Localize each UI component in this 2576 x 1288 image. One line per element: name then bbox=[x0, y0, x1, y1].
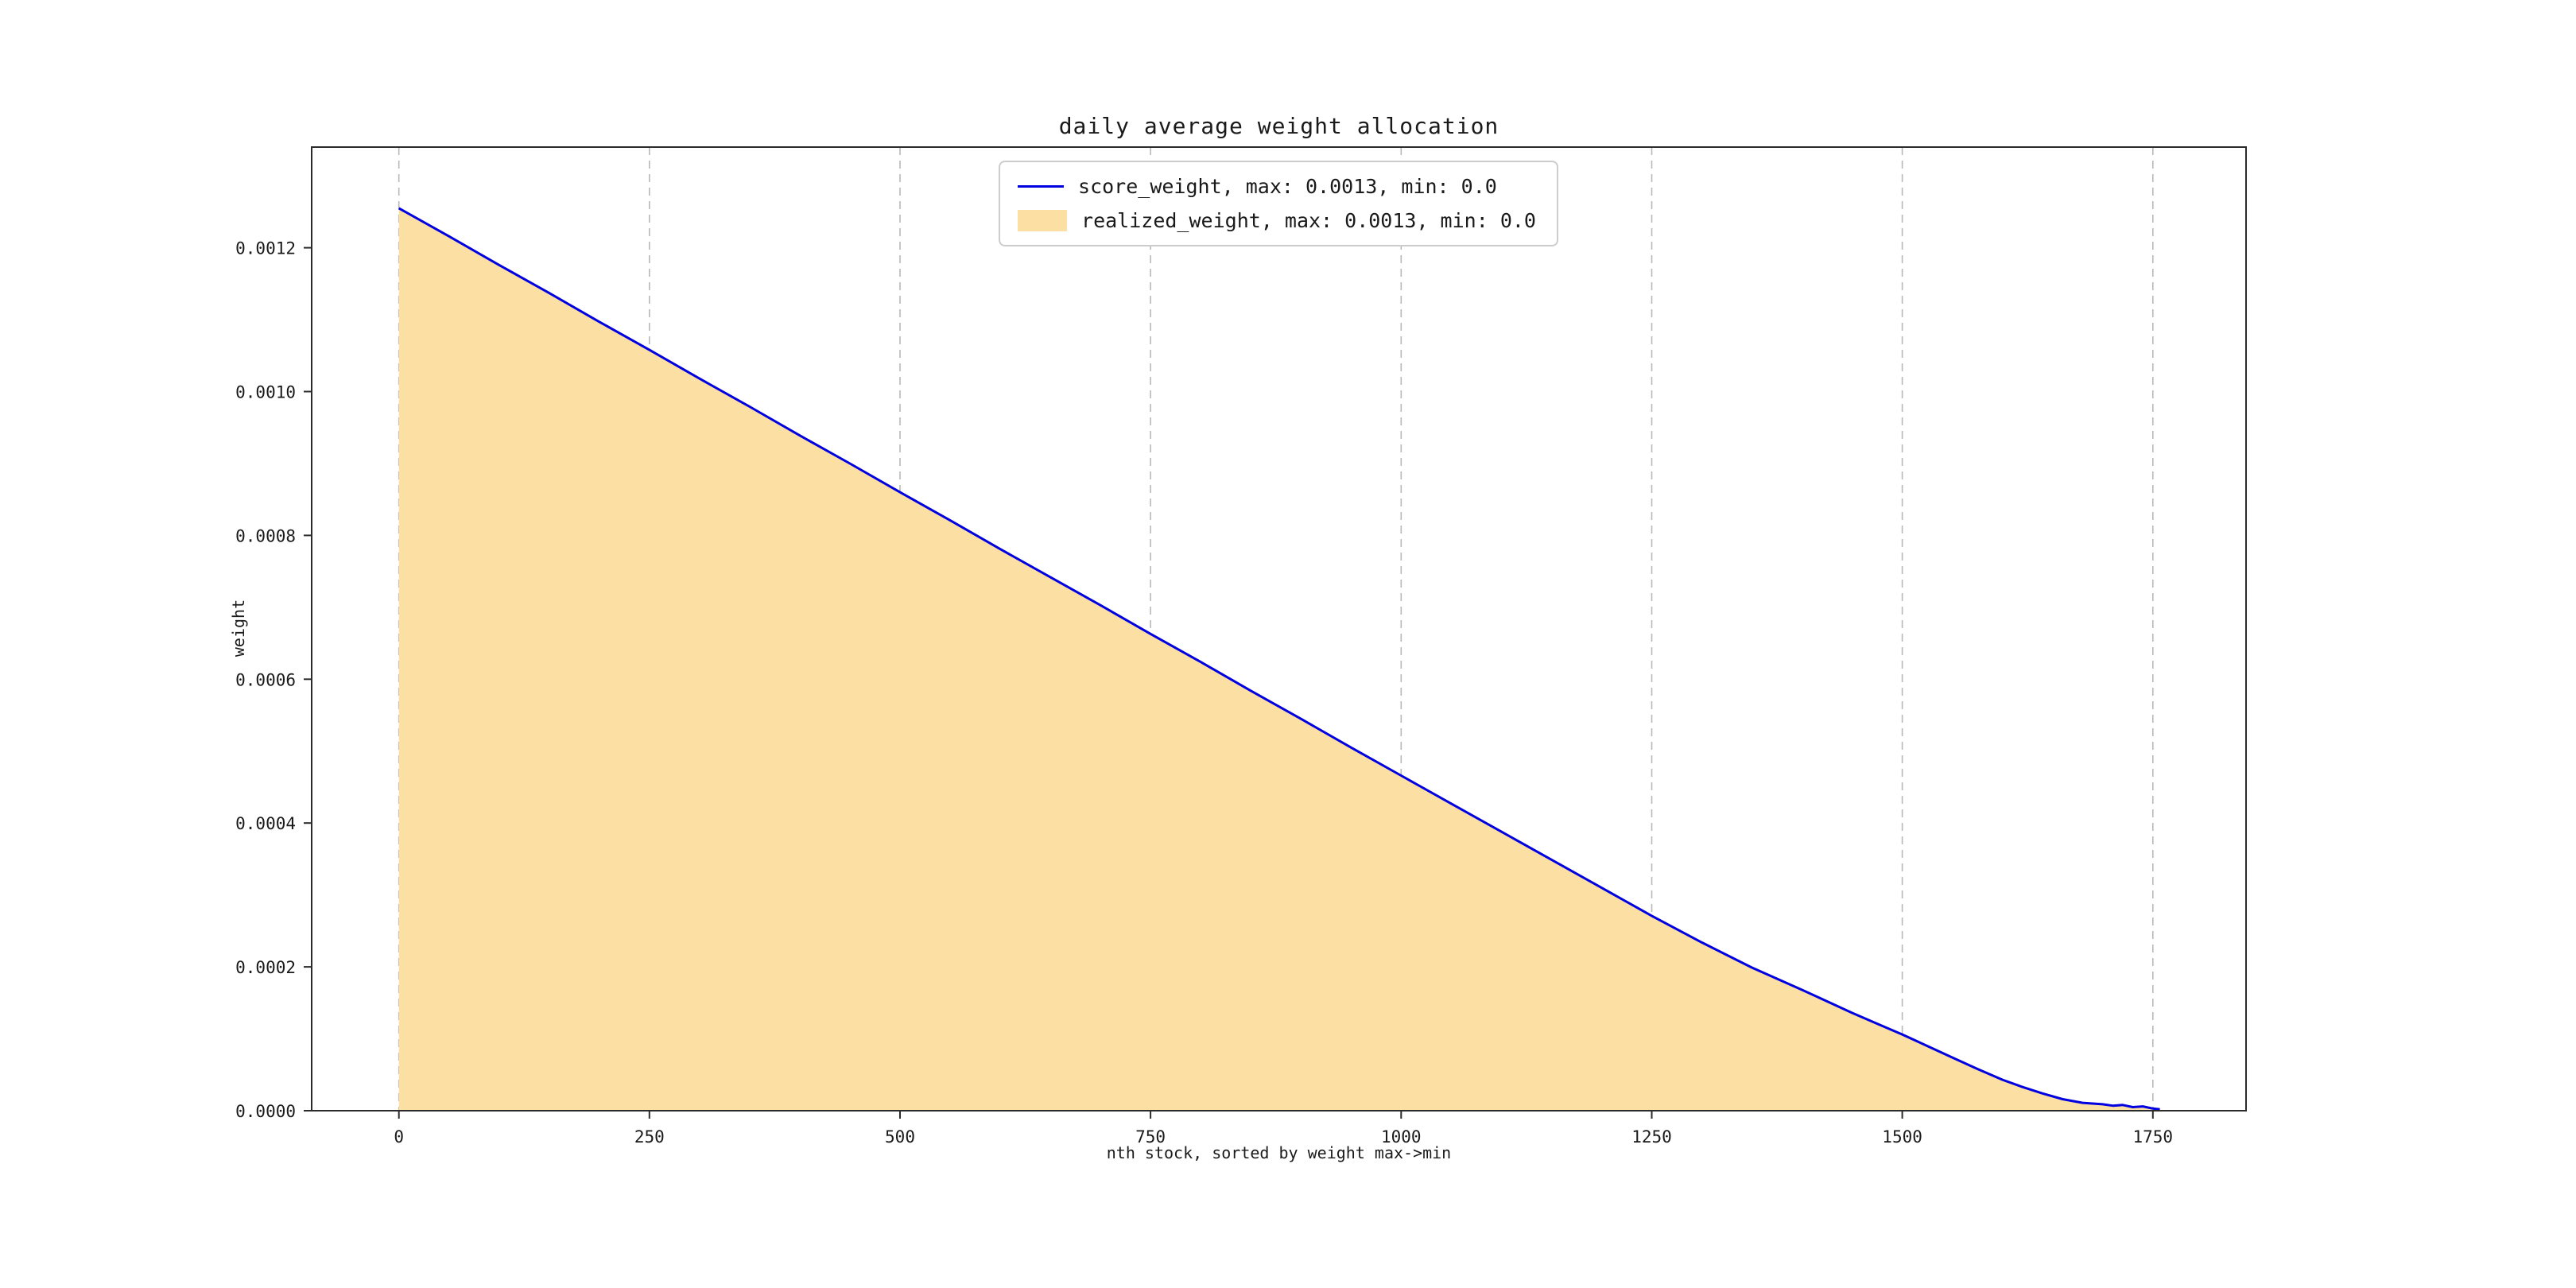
x-axis-label: nth stock, sorted by weight max->min bbox=[1106, 1143, 1452, 1162]
y-tick-label: 0.0006 bbox=[235, 670, 296, 689]
legend-line-swatch bbox=[1018, 185, 1065, 188]
legend-patch-swatch bbox=[1018, 210, 1068, 231]
x-tick-label: 1750 bbox=[2133, 1127, 2174, 1146]
legend: score_weight, max: 0.0013, min: 0.0 real… bbox=[999, 161, 1558, 246]
chart-title: daily average weight allocation bbox=[1058, 113, 1499, 139]
y-tick-label: 0.0004 bbox=[235, 814, 296, 833]
legend-item-realized-weight: realized_weight, max: 0.0013, min: 0.0 bbox=[1018, 209, 1536, 232]
y-axis-label: weight bbox=[229, 599, 248, 658]
y-tick-label: 0.0002 bbox=[235, 958, 296, 977]
legend-label-score-weight: score_weight, max: 0.0013, min: 0.0 bbox=[1078, 175, 1497, 198]
legend-label-realized-weight: realized_weight, max: 0.0013, min: 0.0 bbox=[1081, 209, 1536, 232]
x-tick-label: 750 bbox=[1135, 1127, 1166, 1146]
x-tick-label: 1250 bbox=[1631, 1127, 1672, 1146]
x-tick-label: 250 bbox=[634, 1127, 665, 1146]
x-tick-label: 1000 bbox=[1381, 1127, 1422, 1146]
x-tick-label: 1500 bbox=[1882, 1127, 1922, 1146]
y-tick-label: 0.0012 bbox=[235, 239, 296, 258]
legend-item-score-weight: score_weight, max: 0.0013, min: 0.0 bbox=[1018, 175, 1536, 198]
line-series-score-weight bbox=[398, 207, 2160, 1111]
area-series-realized-weight bbox=[398, 208, 2160, 1111]
x-tick-label: 500 bbox=[885, 1127, 915, 1146]
x-tick-label: 0 bbox=[394, 1127, 404, 1146]
y-tick-label: 0.0010 bbox=[235, 383, 296, 402]
y-tick-label: 0.0008 bbox=[235, 526, 296, 545]
axes-frame bbox=[311, 146, 2247, 1111]
y-tick-label: 0.0000 bbox=[235, 1102, 296, 1121]
